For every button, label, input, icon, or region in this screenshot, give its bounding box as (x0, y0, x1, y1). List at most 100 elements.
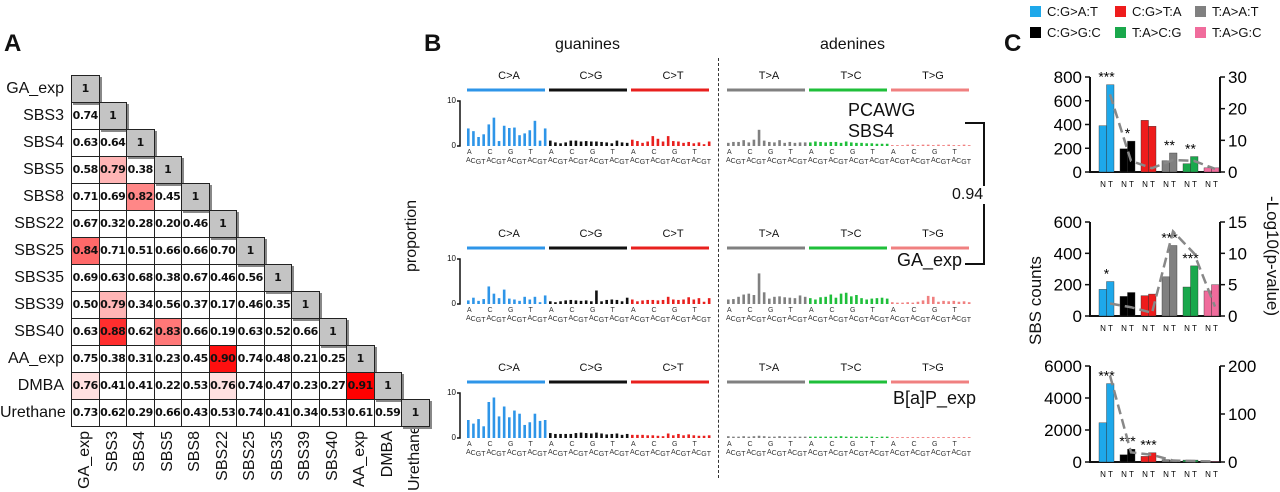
signature-bar (487, 402, 491, 438)
context-base: A (767, 157, 772, 164)
matrix-cell: 0.79 (98, 156, 127, 184)
signature-bar (768, 298, 771, 304)
context-base: C (874, 158, 880, 165)
context-base: T (645, 159, 650, 166)
context-base: T (665, 451, 670, 458)
signature-bar (528, 299, 532, 304)
context-base: T (843, 159, 848, 166)
signature-bar (834, 141, 838, 146)
context-base: G (578, 159, 584, 166)
context-5p-label: C (487, 149, 493, 156)
row-label: SBS22 (14, 215, 64, 232)
context-base: C (935, 450, 941, 457)
mutation-type-label: T>A (758, 362, 780, 374)
signature-bar (752, 436, 756, 438)
signature-bar (798, 436, 802, 438)
signature-bar (932, 296, 935, 304)
signature-bar (523, 424, 526, 438)
context-base: T (563, 451, 568, 458)
signature-bar (661, 436, 665, 438)
context-base: G (940, 159, 947, 166)
signature-bar (829, 141, 833, 146)
context-base: G (598, 317, 605, 324)
context-base: A (548, 157, 553, 164)
context-base: C (874, 450, 880, 457)
signature-bar (762, 292, 766, 304)
signature-bar (911, 144, 915, 146)
legend-label: C:G>G:C (1047, 25, 1101, 40)
signature-bar (819, 141, 822, 146)
signature-bar (875, 437, 879, 438)
signature-bar (651, 299, 655, 304)
context-3p-label: ACGT (487, 315, 506, 324)
signature-bar (666, 433, 670, 438)
signature-bar (697, 142, 701, 146)
signature-bar (677, 433, 680, 438)
legend-item: T:A>C:G (1115, 25, 1195, 40)
context-5p-label: C (911, 149, 917, 156)
context-5p-label: T (528, 307, 533, 314)
signature-bar (803, 142, 807, 146)
signature-bar (646, 435, 649, 438)
context-base: A (951, 157, 957, 164)
context-3p-label: ACGT (808, 157, 827, 166)
row-label: SBS25 (14, 242, 64, 259)
signature-bar (615, 140, 619, 146)
signature-bar (559, 433, 562, 438)
context-base: A (849, 315, 854, 322)
context-base: G (735, 317, 742, 324)
context-base: C (730, 450, 736, 457)
context-base: T (802, 451, 807, 458)
signature-bar (687, 434, 690, 438)
legend-label: T:A>G:C (1212, 25, 1262, 40)
context-base: T (686, 159, 691, 166)
signature-bar (742, 436, 745, 438)
matrix-cell: 0.79 (98, 291, 127, 319)
row-label: AA_exp (7, 350, 64, 367)
context-5p-label: C (651, 441, 657, 448)
context-base: T (665, 159, 670, 166)
context-base: A (691, 315, 697, 322)
context-base: T (925, 317, 930, 324)
context-3p-label: ACGT (630, 449, 649, 458)
context-5p-label: A (809, 441, 814, 448)
context-base: C (696, 450, 702, 457)
context-base: A (568, 157, 574, 164)
signature-bar (497, 298, 501, 304)
signature-name: PCAWG SBS4 (848, 100, 916, 141)
signature-bar (513, 410, 516, 438)
context-5p-label: C (651, 307, 657, 314)
signature-bar (687, 297, 690, 304)
signature-bar (600, 433, 603, 438)
adenines-header: adenines (820, 36, 885, 53)
context-base: C (956, 316, 962, 323)
matrix-cell: 0.90 (208, 345, 237, 373)
context-base: T (782, 317, 787, 324)
context-base: A (808, 157, 813, 164)
context-3p-label: ACGT (747, 315, 766, 324)
context-base: C (511, 316, 517, 323)
context-base: T (706, 317, 711, 324)
legend-item: T:A>A:T (1195, 4, 1275, 19)
signature-bar (697, 298, 701, 304)
context-base: G (516, 159, 523, 166)
legend-swatch (1115, 6, 1126, 17)
signature-bar (952, 300, 956, 304)
context-base: A (890, 315, 895, 322)
signature-bar (543, 420, 547, 438)
signature-bar (942, 437, 945, 438)
context-base: A (589, 157, 594, 164)
signature-bar (850, 296, 853, 304)
context-base: T (946, 317, 951, 324)
context-5p-label: C (487, 307, 493, 314)
signature-bar (732, 141, 735, 146)
row-label: SBS8 (23, 188, 64, 205)
context-3p-label: ACGT (569, 157, 588, 166)
context-base: A (910, 157, 916, 164)
signature-bar (590, 141, 593, 146)
context-5p-label: G (932, 441, 938, 448)
context-3p-label: ACGT (726, 157, 745, 166)
context-5p-label: T (952, 307, 957, 314)
y-tick-label: 6000 (1044, 357, 1082, 376)
